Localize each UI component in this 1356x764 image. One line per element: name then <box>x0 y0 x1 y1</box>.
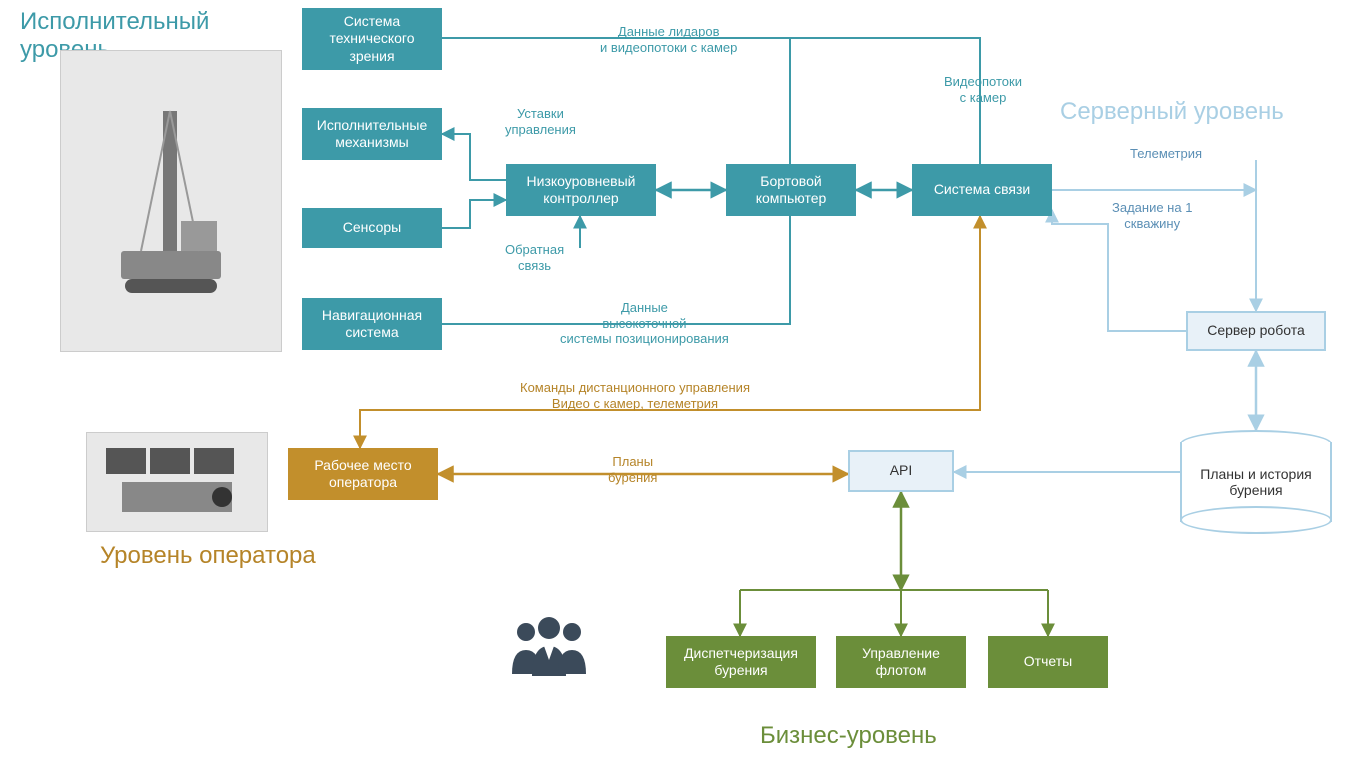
node-nav: Навигационная система <box>302 298 442 350</box>
node-workstation: Рабочее место оператора <box>288 448 438 500</box>
plans-db-label: Планы и история бурения <box>1200 466 1311 498</box>
label-task: Задание на 1 скважину <box>1112 200 1192 231</box>
diagram-stage: Исполнительный уровень Серверный уровень… <box>0 0 1356 764</box>
image-rig <box>60 50 282 352</box>
label-remote: Команды дистанционного управления Видео … <box>520 380 750 411</box>
node-api: API <box>848 450 954 492</box>
label-feedback: Обратная связь <box>505 242 564 273</box>
heading-server: Серверный уровень <box>1060 98 1284 126</box>
label-setpoints: Уставки управления <box>505 106 576 137</box>
image-console <box>86 432 268 532</box>
label-telemetry: Телеметрия <box>1130 146 1202 162</box>
people-icon <box>504 614 594 684</box>
node-reports: Отчеты <box>988 636 1108 688</box>
node-lowctrl: Низкоуровневый контроллер <box>506 164 656 216</box>
label-lidar: Данные лидаров и видеопотоки с камер <box>600 24 737 55</box>
node-sensors: Сенсоры <box>302 208 442 248</box>
node-robot-server: Сервер робота <box>1186 311 1326 351</box>
node-comms: Система связи <box>912 164 1052 216</box>
heading-business: Бизнес-уровень <box>760 722 937 750</box>
node-actuators: Исполнительные механизмы <box>302 108 442 160</box>
heading-operator: Уровень оператора <box>100 542 316 570</box>
node-onboard: Бортовой компьютер <box>726 164 856 216</box>
label-plans: Планы бурения <box>608 454 657 485</box>
node-plans-db: Планы и история бурения <box>1180 430 1332 534</box>
node-vision: Система технического зрения <box>302 8 442 70</box>
label-video: Видеопотоки с камер <box>944 74 1022 105</box>
node-fleet: Управление флотом <box>836 636 966 688</box>
label-navdata: Данные высокоточной системы позициониров… <box>560 300 729 347</box>
node-dispatch: Диспетчеризация бурения <box>666 636 816 688</box>
